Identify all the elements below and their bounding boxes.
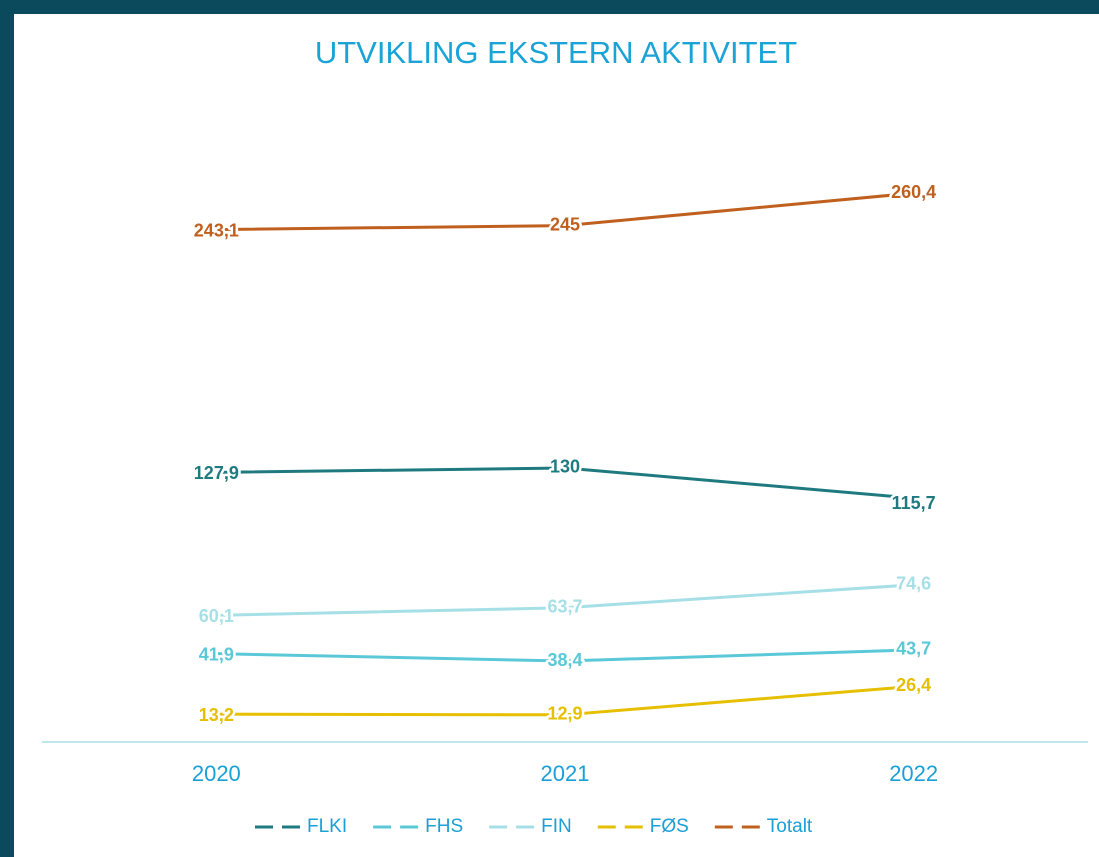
data-label: 63,7 bbox=[547, 596, 582, 616]
data-label: 127,9 bbox=[194, 463, 239, 483]
x-tick-label: 2021 bbox=[541, 761, 590, 786]
background bbox=[14, 14, 1099, 857]
x-tick-label: 2022 bbox=[889, 761, 938, 786]
series-line bbox=[216, 191, 914, 232]
chart-title: UTVIKLING EKSTERN AKTIVITET bbox=[315, 35, 797, 70]
x-tick-label: 2020 bbox=[192, 761, 241, 786]
data-label: 245 bbox=[550, 214, 580, 234]
data-label: 12,9 bbox=[547, 704, 582, 724]
data-label: 60,1 bbox=[199, 606, 234, 626]
series-line bbox=[216, 466, 914, 500]
data-label: 26,4 bbox=[896, 675, 931, 695]
legend-label: FIN bbox=[541, 816, 572, 837]
data-label: 260,4 bbox=[891, 182, 936, 202]
data-label: 43,7 bbox=[896, 639, 931, 659]
legend-label: FLKI bbox=[307, 816, 347, 837]
legend-label: FØS bbox=[650, 816, 689, 837]
data-label: 13,2 bbox=[199, 705, 234, 725]
legend-label: Totalt bbox=[767, 816, 813, 837]
data-label: 130 bbox=[550, 457, 580, 477]
data-label: 38,4 bbox=[547, 650, 582, 670]
series-line bbox=[216, 648, 914, 663]
data-label: 115,7 bbox=[892, 493, 936, 513]
data-label: 41,9 bbox=[199, 644, 234, 664]
data-label: 74,6 bbox=[896, 574, 931, 594]
series-line bbox=[216, 684, 914, 717]
data-label: 243,1 bbox=[194, 220, 239, 240]
series-line bbox=[216, 583, 914, 617]
legend-label: FHS bbox=[425, 816, 463, 837]
